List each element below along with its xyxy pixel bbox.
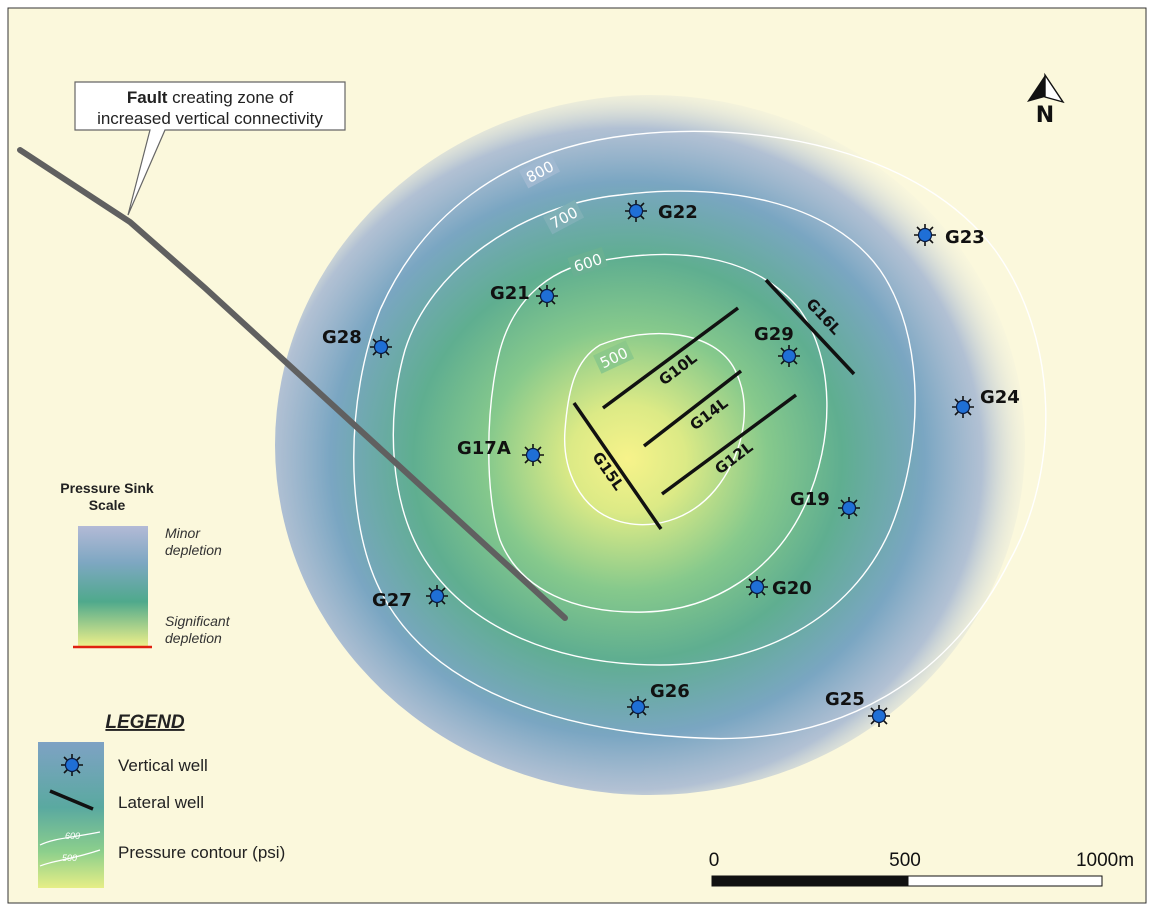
- lateral-well-G15L: [572, 402, 663, 530]
- pressure-sink: [275, 95, 1025, 795]
- well-label-G29: G29: [754, 324, 794, 345]
- scale-gradient: [78, 526, 148, 648]
- scale-title-1: Pressure Sink: [60, 480, 154, 496]
- scale-bar-label-1000m: 1000m: [1076, 850, 1134, 871]
- legend-vertical-label: Vertical well: [118, 756, 208, 775]
- north-label: N: [1036, 103, 1054, 128]
- callout-line2: increased vertical connectivity: [97, 109, 323, 128]
- fault-callout: Fault creating zone of increased vertica…: [74, 81, 346, 216]
- legend-contour-500: [39, 849, 101, 867]
- vertical-well-icon: [425, 584, 449, 608]
- legend-contour-label: Pressure contour (psi): [118, 843, 285, 862]
- north-arrow-icon: N: [1027, 72, 1065, 128]
- legend-contour-600: [39, 831, 101, 846]
- vertical-well-icon: [837, 496, 861, 520]
- well-label-G24: G24: [980, 387, 1020, 408]
- well-label-G17A: G17A: [457, 438, 511, 459]
- well-label-G25: G25: [825, 689, 865, 710]
- well-label-G20: G20: [772, 578, 812, 599]
- well-label-G21: G21: [490, 283, 530, 304]
- lateral-well-icon: [49, 789, 94, 811]
- scale-bar: 0 500 1000m: [709, 850, 1134, 887]
- scale-top-label-1: Minor: [165, 525, 201, 541]
- vertical-well-icon: [624, 199, 648, 223]
- callout-line1: creating zone of: [167, 88, 293, 107]
- well-label-G27: G27: [372, 590, 412, 611]
- lateral-well-G16L: [764, 278, 856, 376]
- scale-bar-label-500: 500: [889, 850, 921, 871]
- lateral-well-G12L: [660, 393, 798, 496]
- scale-bar-label-0: 0: [709, 850, 720, 871]
- vertical-well-icon: [60, 753, 84, 777]
- vertical-well-icon: [626, 695, 650, 719]
- well-label-G19: G19: [790, 489, 830, 510]
- contour-600: [488, 253, 828, 613]
- well-label-G23: G23: [945, 227, 985, 248]
- vertical-well-icon: [745, 575, 769, 599]
- pressure-sink-scale: Pressure Sink Scale Minor depletion Sign…: [60, 480, 231, 649]
- legend-title: LEGEND: [105, 712, 184, 733]
- vertical-well-icon: [369, 335, 393, 359]
- scale-top-label-2: depletion: [165, 542, 222, 558]
- scale-bottom-label-1: Significant: [165, 613, 231, 629]
- well-label-G22: G22: [658, 202, 698, 223]
- legend-lateral-label: Lateral well: [118, 793, 204, 812]
- contour-700: [392, 190, 916, 666]
- map-legend: LEGEND 600 500 Vertical well Lateral wel…: [38, 712, 285, 888]
- lateral-wells: [572, 278, 856, 530]
- svg-text:Fault creating zone of: Fault creating zone of: [127, 88, 294, 107]
- vertical-well-icon: [535, 284, 559, 308]
- callout-bold: Fault: [127, 88, 168, 107]
- well-label-G28: G28: [322, 327, 362, 348]
- vertical-well-icon: [521, 443, 545, 467]
- vertical-well-icon: [951, 395, 975, 419]
- well-label-G26: G26: [650, 681, 690, 702]
- vertical-well-labels: G22 G23 G21 G28 G29 G24 G17A G19 G20 G27…: [322, 202, 1020, 710]
- lateral-well-G10L: [601, 306, 740, 410]
- legend-contour-500-label: 500: [62, 853, 77, 863]
- legend-contour-600-label: 600: [65, 831, 80, 841]
- scale-bottom-label-2: depletion: [165, 630, 222, 646]
- lateral-well-G14L: [642, 369, 743, 448]
- contour-500: [563, 332, 745, 526]
- scale-title-2: Scale: [89, 497, 126, 513]
- fault-line: [17, 147, 568, 621]
- vertical-well-icon: [777, 344, 801, 368]
- vertical-well-icon: [913, 223, 937, 247]
- contour-800: [353, 130, 1047, 740]
- pressure-contours: [353, 130, 1047, 740]
- vertical-well-icon: [867, 704, 891, 728]
